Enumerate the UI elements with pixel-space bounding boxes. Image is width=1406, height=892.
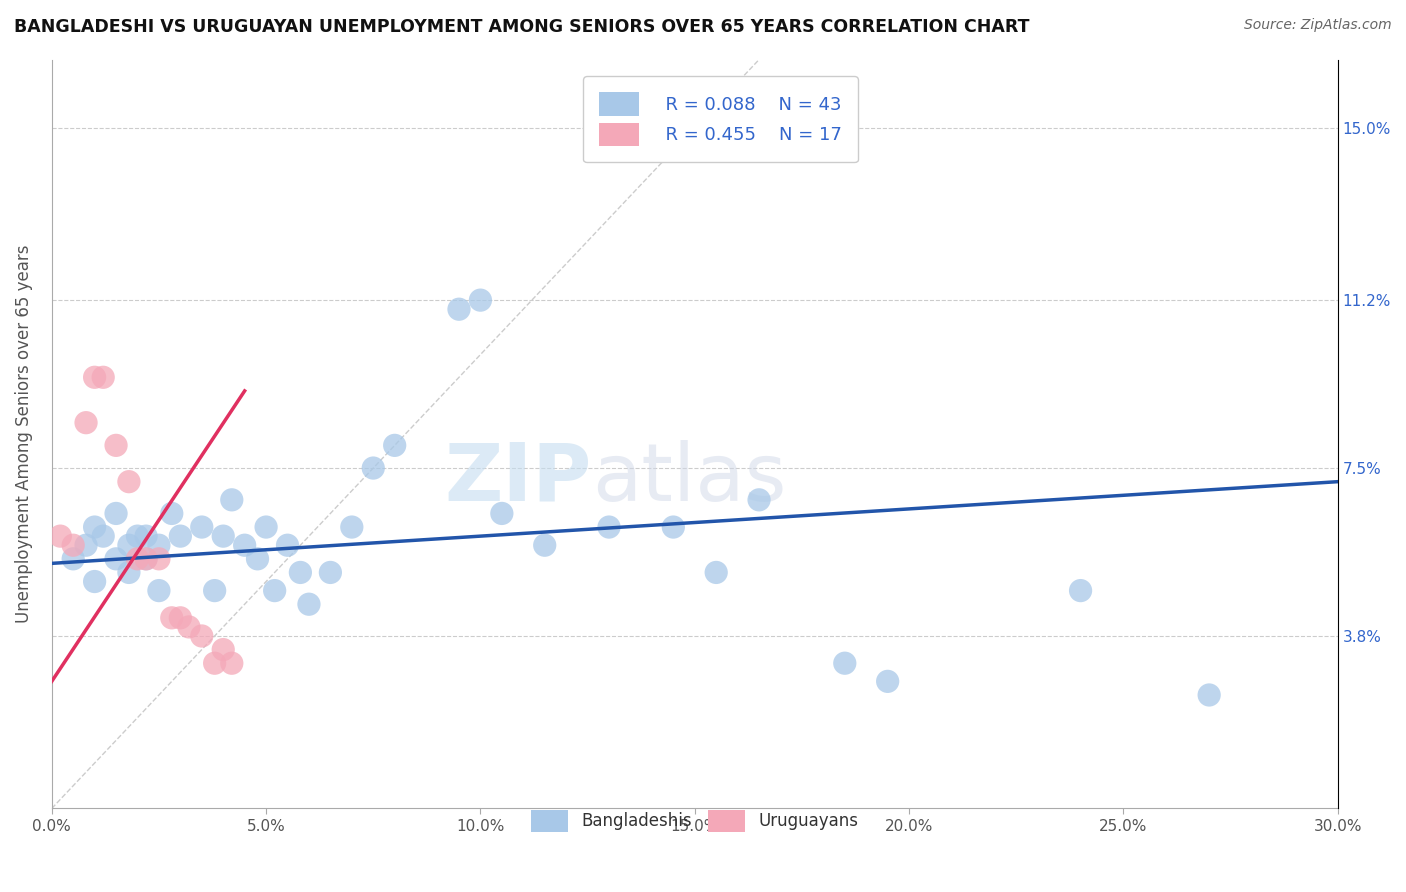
Point	[91, 529, 114, 543]
Point	[470, 293, 492, 307]
Point	[177, 620, 200, 634]
Point	[361, 461, 384, 475]
Point	[191, 520, 214, 534]
Point	[127, 529, 149, 543]
Text: BANGLADESHI VS URUGUAYAN UNEMPLOYMENT AMONG SENIORS OVER 65 YEARS CORRELATION CH: BANGLADESHI VS URUGUAYAN UNEMPLOYMENT AM…	[14, 18, 1029, 36]
Point	[204, 657, 226, 671]
Point	[447, 302, 470, 317]
Point	[135, 551, 157, 566]
Point	[298, 597, 321, 611]
Point	[233, 538, 256, 552]
Point	[75, 416, 97, 430]
Point	[148, 538, 170, 552]
Point	[135, 529, 157, 543]
Point	[221, 492, 243, 507]
Point	[533, 538, 555, 552]
Point	[160, 611, 183, 625]
Point	[1070, 583, 1092, 598]
Y-axis label: Unemployment Among Seniors over 65 years: Unemployment Among Seniors over 65 years	[15, 244, 32, 624]
Point	[212, 642, 235, 657]
Point	[83, 520, 105, 534]
Point	[290, 566, 312, 580]
Point	[319, 566, 342, 580]
Point	[263, 583, 285, 598]
Point	[118, 566, 141, 580]
Point	[254, 520, 277, 534]
Text: atlas: atlas	[592, 440, 786, 518]
Point	[191, 629, 214, 643]
Point	[748, 492, 770, 507]
Point	[169, 611, 191, 625]
Point	[83, 370, 105, 384]
Point	[384, 438, 406, 452]
Point	[662, 520, 685, 534]
Point	[75, 538, 97, 552]
Text: Source: ZipAtlas.com: Source: ZipAtlas.com	[1244, 18, 1392, 32]
Point	[246, 551, 269, 566]
Point	[83, 574, 105, 589]
Point	[118, 475, 141, 489]
Point	[491, 507, 513, 521]
Point	[62, 538, 84, 552]
Text: ZIP: ZIP	[444, 440, 592, 518]
Point	[704, 566, 727, 580]
Point	[118, 538, 141, 552]
Point	[91, 370, 114, 384]
Point	[598, 520, 620, 534]
Legend: Bangladeshis, Uruguayans: Bangladeshis, Uruguayans	[517, 797, 872, 845]
Point	[221, 657, 243, 671]
Point	[834, 657, 856, 671]
Point	[204, 583, 226, 598]
Point	[127, 551, 149, 566]
Point	[169, 529, 191, 543]
Point	[340, 520, 363, 534]
Point	[105, 507, 128, 521]
Point	[105, 551, 128, 566]
Point	[212, 529, 235, 543]
Point	[62, 551, 84, 566]
Point	[1198, 688, 1220, 702]
Point	[135, 551, 157, 566]
Point	[160, 507, 183, 521]
Point	[876, 674, 898, 689]
Point	[49, 529, 72, 543]
Point	[105, 438, 128, 452]
Point	[276, 538, 298, 552]
Point	[148, 583, 170, 598]
Point	[148, 551, 170, 566]
